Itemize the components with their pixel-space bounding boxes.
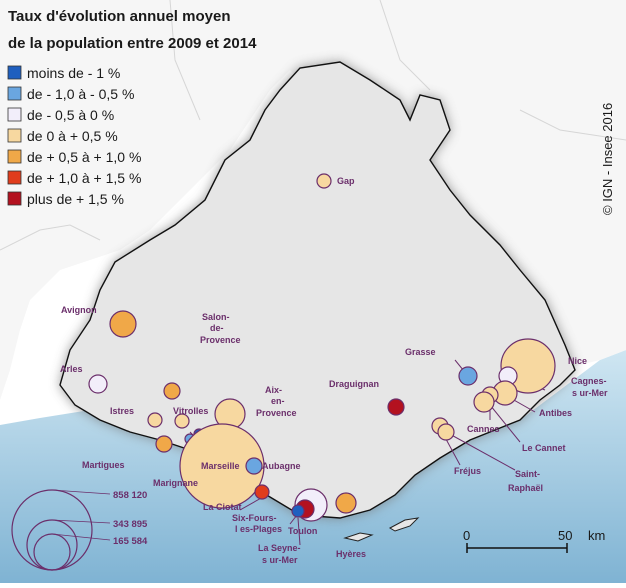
region-paca (59, 61, 576, 519)
label-avignon: Avignon (61, 305, 97, 315)
circle-aubagne (245, 457, 263, 475)
legend: moins de - 1 % de - 1,0 à - 0,5 % de - 0… (7, 65, 141, 207)
circle-istres (147, 412, 163, 428)
label-toulon: Toulon (288, 526, 317, 536)
label-marseille: Marseille (201, 461, 240, 471)
leader-line (297, 517, 301, 546)
label-salon: Provence (200, 335, 241, 345)
label-laciotat: La Ciotat (203, 502, 242, 512)
source-credit: © IGN - Insee 2016 (600, 103, 615, 215)
city-circles (88, 173, 556, 522)
island (388, 517, 420, 532)
circle-avignon (109, 310, 137, 338)
legend-label: de + 0,5 à + 1,0 % (27, 149, 141, 165)
label-frejus: Fréjus (454, 466, 481, 476)
city-labels: Gap Avignon Salon- de- Provence Arles Ai… (60, 176, 608, 565)
scale-unit: km (588, 528, 605, 543)
legend-label: de + 1,0 à + 1,5 % (27, 170, 141, 186)
legend-label: plus de + 1,5 % (27, 191, 124, 207)
size-leader (51, 533, 111, 541)
outside-region (0, 0, 626, 400)
map-title-line2: de la population entre 2009 et 2014 (8, 35, 257, 52)
leader-line (239, 496, 264, 511)
label-arles: Arles (60, 364, 83, 374)
circle-grasse (458, 366, 478, 386)
circle-hyeres (335, 492, 357, 514)
legend-label: moins de - 1 % (27, 65, 120, 81)
circle-marseille (179, 423, 265, 509)
scale-bar: 0 50 km (463, 528, 605, 553)
label-laseyne: La Seyne- (258, 543, 301, 553)
legend-swatch (7, 86, 22, 101)
circle-draguignan (387, 398, 405, 416)
label-sixfours: l es-Plages (235, 524, 282, 534)
label-marignane: Marignane (153, 478, 198, 488)
label-cannes: Cannes (467, 424, 500, 434)
legend-swatch (7, 191, 22, 206)
legend-swatch (7, 149, 22, 164)
label-draguignan: Draguignan (329, 379, 379, 389)
legend-label: de - 0,5 à 0 % (27, 107, 114, 123)
circle-cannes (473, 391, 495, 413)
label-antibes: Antibes (539, 408, 572, 418)
label-aubagne: Aubagne (262, 461, 301, 471)
label-grasse: Grasse (405, 347, 436, 357)
label-nice: Nice (568, 356, 587, 366)
legend-swatch (7, 128, 22, 143)
legend-label: de - 1,0 à - 0,5 % (27, 86, 134, 102)
label-aix: en- (271, 396, 285, 406)
circle-saintraphael (437, 423, 455, 441)
label-laseyne: s ur-Mer (262, 555, 298, 565)
label-gap: Gap (337, 176, 355, 186)
legend-swatch (7, 107, 22, 122)
size-value: 858 120 (113, 490, 147, 501)
circle-laseyne (291, 504, 305, 518)
size-legend: 858 120 343 895 165 584 (11, 489, 148, 571)
label-saintraphael: Raphaël (508, 483, 543, 493)
circle-salon (163, 382, 181, 400)
legend-swatch (7, 170, 22, 185)
label-salon: de- (210, 323, 224, 333)
label-aix: Provence (256, 408, 297, 418)
size-value: 343 895 (113, 519, 148, 530)
label-martigues: Martigues (82, 460, 125, 470)
island (343, 532, 374, 542)
sea (0, 350, 626, 583)
scale-fifty: 50 (558, 528, 572, 543)
legend-swatch (7, 65, 22, 80)
label-vitrolles: Vitrolles (173, 406, 208, 416)
label-aix: Aix- (265, 385, 282, 395)
size-leader (51, 519, 111, 524)
label-sixfours: Six-Fours- (232, 513, 277, 523)
leader-line (445, 431, 516, 471)
circle-arles (88, 374, 108, 394)
scale-zero: 0 (463, 528, 470, 543)
label-istres: Istres (110, 406, 134, 416)
size-value: 165 584 (113, 536, 148, 547)
legend-label: de 0 à + 0,5 % (27, 128, 118, 144)
label-cagnes: s ur-Mer (572, 388, 608, 398)
circle-vitrolles (174, 413, 190, 429)
circle-martigues (155, 435, 173, 453)
map-title-line1: Taux d'évolution annuel moyen (8, 8, 230, 25)
label-hyeres: Hyères (336, 549, 366, 559)
label-cagnes: Cagnes- (571, 376, 607, 386)
circle-gap (316, 173, 332, 189)
size-leader (51, 489, 111, 495)
label-lecannet: Le Cannet (522, 443, 566, 453)
label-salon: Salon- (202, 312, 230, 322)
label-saintraphael: Saint- (515, 469, 540, 479)
neighbour-borders (0, 0, 626, 251)
circle-laciotat (254, 484, 270, 500)
